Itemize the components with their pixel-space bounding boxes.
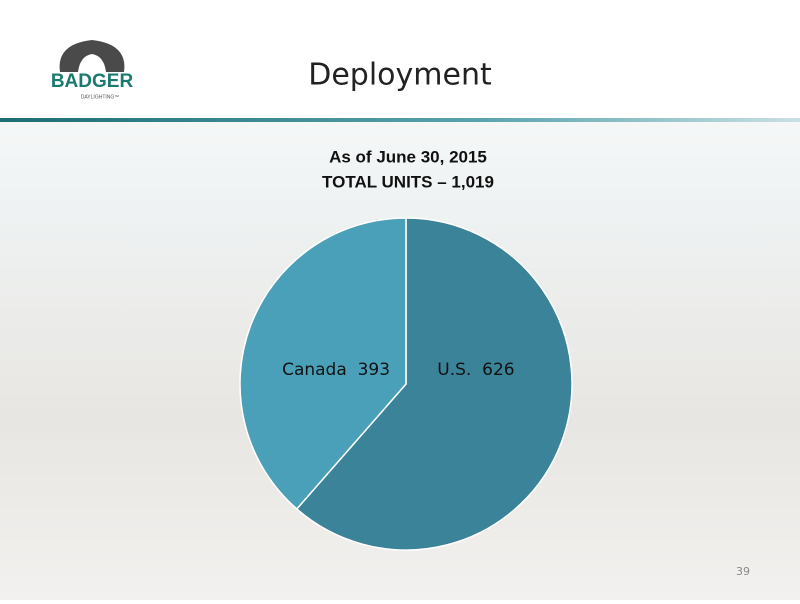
header-rule bbox=[0, 118, 800, 122]
header-band bbox=[0, 0, 800, 118]
page-number: 39 bbox=[736, 565, 750, 578]
data-label-value: 626 bbox=[482, 360, 514, 380]
data-label: Canada 393 bbox=[282, 360, 390, 380]
slide-title: Deployment bbox=[308, 58, 492, 93]
logo-emblem-face bbox=[78, 54, 106, 72]
pie-slice bbox=[295, 217, 573, 551]
logo: BADGER DAYLIGHTING™ bbox=[51, 40, 134, 100]
chart-subtitle: TOTAL UNITS – 1,019 bbox=[322, 172, 494, 191]
data-label: U.S. 626 bbox=[437, 360, 514, 380]
logo-subtext: DAYLIGHTING™ bbox=[81, 94, 120, 100]
chart-title: As of June 30, 2015 bbox=[329, 147, 487, 166]
data-label-category: Canada bbox=[282, 360, 347, 380]
pie-slice bbox=[239, 217, 407, 511]
logo-text: BADGER bbox=[51, 71, 134, 92]
data-label-category: U.S. bbox=[437, 360, 471, 380]
data-label-value: 393 bbox=[358, 360, 390, 380]
